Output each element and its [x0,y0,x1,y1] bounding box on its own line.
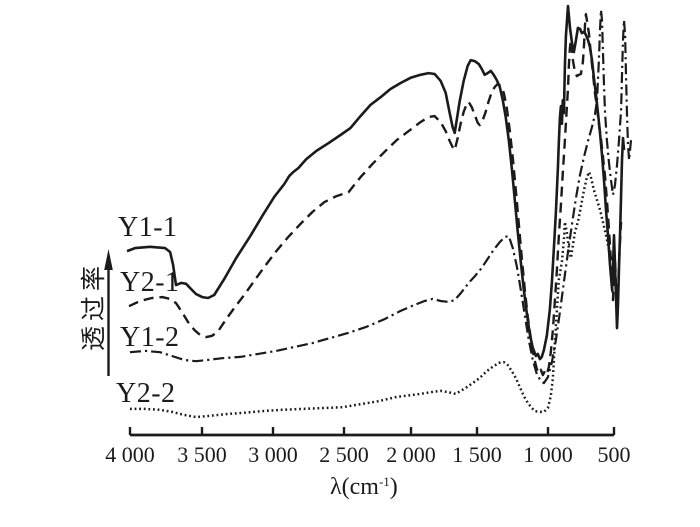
curve-y2-2 [130,170,613,419]
curve-label-y1-2: Y1-2 [120,322,180,353]
curve-label-y1-1: Y1-1 [118,212,178,243]
x-tick-label-1500: 1 500 [452,442,502,467]
x-tick-label-2000: 2 000 [386,442,436,467]
x-tick-label-3500: 3 500 [177,442,227,467]
x-axis-title-text: λ(cm [330,474,379,500]
y-axis-arrow [104,249,113,376]
x-tick-label-3000: 3 000 [248,442,298,467]
x-axis-title-close: ) [389,474,398,500]
curve-y2-1 [128,13,623,377]
x-tick-label-1000: 1 000 [523,442,573,467]
x-tick-label-4000: 4 000 [105,442,155,467]
curve-label-y2-2: Y2-2 [116,378,176,409]
x-axis: 4 000 3 500 3 000 2 500 2 000 1 500 1 000 500 [105,427,631,467]
curve-y1-2 [129,8,633,385]
x-tick-label-500: 500 [598,442,631,467]
y-axis-title: 透过率 [81,261,108,352]
x-axis-title-superscript: -1 [378,474,390,489]
x-axis-title: λ(cm-1) [330,474,398,501]
curve-y1-1 [126,4,626,361]
x-tick-label-2500: 2 500 [319,442,369,467]
curves-layer [126,4,633,419]
y-axis-arrow-head [104,249,113,270]
curve-label-y2-1: Y2-1 [120,267,180,298]
